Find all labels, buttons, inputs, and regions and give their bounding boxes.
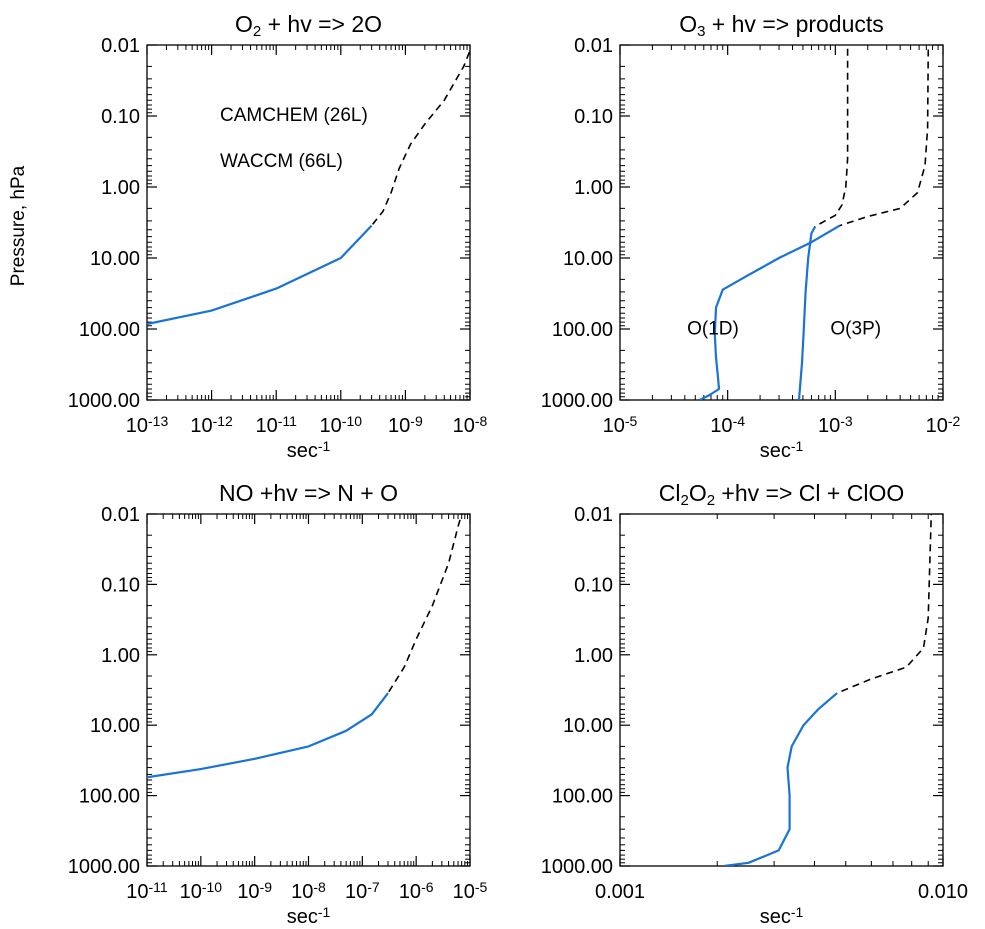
x-axis-label: sec-1	[287, 438, 331, 462]
y-tick-label: 1000.00	[68, 390, 140, 412]
y-tick-label: 100.00	[79, 786, 140, 808]
x-tick-label: 10-8	[453, 413, 488, 437]
y-tick-label: 0.01	[101, 35, 140, 57]
legend-label-camchem: CAMCHEM (26L)	[220, 105, 368, 126]
x-tick-label: 10-5	[453, 879, 488, 903]
x-tick-label: 10-2	[926, 413, 961, 437]
y-tick-label: 0.10	[574, 574, 613, 596]
x-tick-label: 10-12	[190, 413, 233, 437]
x-tick-label: 10-3	[818, 413, 853, 437]
panels-group: O2 + hv => 2O 0.01 0.10 1.00 10.00 100.00 1000…	[68, 11, 968, 928]
plot-frame	[146, 513, 471, 867]
annotation-label: O(1D)	[687, 319, 739, 340]
y-tick-label: 1.00	[101, 645, 140, 667]
x-tick-label: 0.010	[918, 881, 968, 903]
y-tick-label: 100.00	[552, 319, 613, 341]
x-tick-label: 10-4	[710, 413, 745, 437]
plot-frame	[146, 44, 471, 401]
series-line-camchem-3	[797, 225, 817, 400]
series-line-camchem-1	[699, 224, 841, 400]
x-tick-label: 10-13	[126, 413, 169, 437]
chart-title: Cl2O2 +hv => Cl + ClOO	[659, 480, 905, 509]
y-tick-label: 10.00	[90, 248, 140, 270]
y-tick-label: 1000.00	[541, 390, 613, 412]
y-tick-label: 1000.00	[68, 856, 140, 878]
series-line-waccm-2	[798, 45, 849, 400]
x-tick-label: 10-10	[180, 879, 223, 903]
chart-panel-3: NO +hv => N + O 0.01 0.10 1.00 10.00 100.00 10…	[68, 480, 488, 928]
y-tick-label: 1.00	[101, 177, 140, 199]
chart-panel-2: O3 + hv => products 0.01 0.10 1.00 10.00 100.…	[541, 11, 961, 462]
y-tick-label: 0.01	[574, 35, 613, 57]
plot-frame	[619, 44, 944, 401]
y-tick-label: 0.10	[101, 106, 140, 128]
y-axis-label: Pressure, hPa	[8, 165, 29, 286]
x-tick-label: 10-7	[345, 879, 380, 903]
x-axis-label: sec-1	[760, 438, 804, 462]
y-tick-label: 100.00	[79, 319, 140, 341]
series-line-camchem-1	[723, 692, 838, 866]
series-line-waccm-0	[699, 45, 930, 400]
chart-title: O3 + hv => products	[679, 11, 884, 40]
chart-title: O2 + hv => 2O	[235, 11, 382, 40]
x-axis-label: sec-1	[287, 904, 331, 928]
plot-frame	[619, 513, 944, 867]
legend: CAMCHEM (26L) WACCM (66L)	[220, 105, 368, 172]
series-line-waccm-0	[147, 514, 463, 779]
x-axis-label: sec-1	[760, 904, 804, 928]
annotation-label: O(3P)	[830, 319, 881, 340]
x-tick-label: 0.001	[595, 881, 645, 903]
y-tick-label: 0.10	[101, 574, 140, 596]
y-tick-label: 1.00	[574, 177, 613, 199]
x-tick-label: 10-6	[399, 879, 434, 903]
chart-panel-4: Cl2O2 +hv => Cl + ClOO 0.01 0.10 1.00 10.00 1…	[541, 480, 968, 928]
y-tick-label: 0.01	[101, 504, 140, 526]
y-tick-label: 0.10	[574, 106, 613, 128]
series-line-waccm-0	[723, 514, 933, 866]
x-tick-label: 10-10	[320, 413, 363, 437]
series-line-waccm-0	[147, 50, 470, 325]
y-tick-label: 1000.00	[541, 856, 613, 878]
x-tick-label: 10-5	[603, 413, 638, 437]
chart-panel-1: O2 + hv => 2O 0.01 0.10 1.00 10.00 100.00 1000…	[68, 11, 488, 462]
y-tick-label: 0.01	[574, 504, 613, 526]
legend-label-waccm: WACCM (66L)	[220, 151, 343, 172]
y-tick-label: 10.00	[563, 715, 613, 737]
series-line-camchem-1	[147, 692, 389, 779]
chart-title: NO +hv => N + O	[219, 480, 398, 506]
x-tick-label: 10-11	[126, 879, 168, 903]
x-tick-label: 10-9	[237, 879, 272, 903]
x-tick-label: 10-11	[255, 413, 297, 437]
x-tick-label: 10-9	[388, 413, 423, 437]
series-line-camchem-1	[147, 224, 373, 326]
x-tick-label: 10-8	[291, 879, 326, 903]
y-tick-label: 10.00	[563, 248, 613, 270]
y-tick-label: 100.00	[552, 786, 613, 808]
y-tick-label: 1.00	[574, 645, 613, 667]
y-tick-label: 10.00	[90, 715, 140, 737]
